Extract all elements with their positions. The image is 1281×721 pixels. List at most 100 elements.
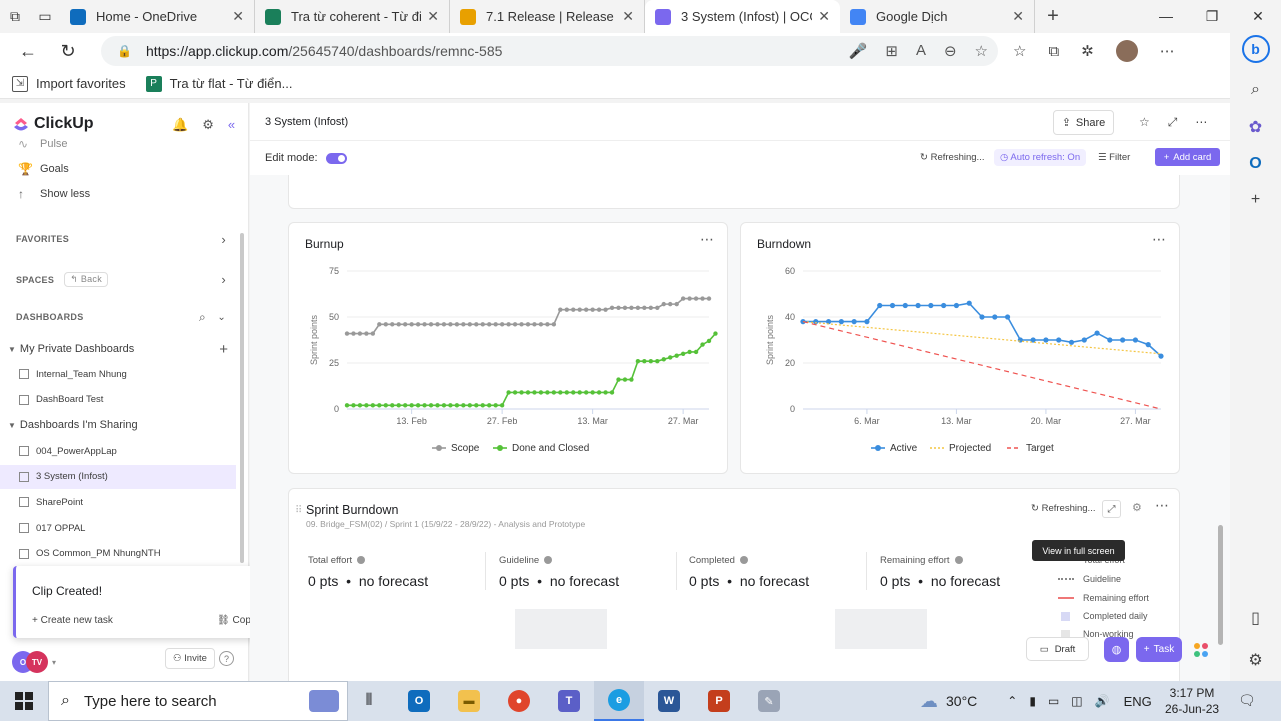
close-window-icon[interactable]: ✕: [1252, 7, 1264, 24]
card-menu-icon[interactable]: ⋯: [700, 231, 715, 247]
info-icon[interactable]: [544, 556, 553, 565]
new-task-button[interactable]: + Task: [1136, 637, 1182, 662]
apps-grid-icon[interactable]: [1190, 639, 1212, 661]
zoom-icon[interactable]: ⊖: [943, 43, 957, 60]
volume-icon[interactable]: 🔊: [1094, 694, 1110, 708]
favorites-icon[interactable]: ☆: [1013, 43, 1027, 60]
favorite-import[interactable]: ⇲ Import favorites: [12, 75, 126, 92]
copied-status[interactable]: ⛓ Copied!: [217, 615, 267, 626]
sidebar-dashboard-item[interactable]: 004_PowerAppLap: [0, 439, 236, 463]
refreshing-status[interactable]: ↻ Refreshing...: [920, 152, 985, 163]
sidebar-dashboard-item[interactable]: 3 System (Infost): [0, 464, 236, 489]
tab-close-icon[interactable]: ✕: [427, 8, 439, 24]
notifications-icon[interactable]: 🗨: [1238, 692, 1256, 708]
bing-icon[interactable]: b: [1241, 35, 1270, 63]
word-icon[interactable]: W: [644, 681, 694, 721]
sidebar-scrollbar[interactable]: [240, 233, 244, 563]
chevron-down-icon[interactable]: ▾: [52, 657, 57, 667]
lock-icon[interactable]: 🔒: [117, 44, 132, 58]
auto-refresh-button[interactable]: ◷ Auto refresh: On: [994, 149, 1087, 166]
edge-icon[interactable]: e: [594, 681, 644, 721]
chat-icon[interactable]: ◍: [1104, 637, 1129, 662]
legend-item[interactable]: Non-working: [1058, 629, 1134, 639]
weather-temp[interactable]: 30°C: [946, 693, 978, 709]
calendar-widget-icon[interactable]: [309, 690, 339, 712]
browser-tab[interactable]: 7.1 Release | Release Not ✕: [450, 0, 645, 33]
workspaces-icon[interactable]: ⧉: [10, 8, 20, 24]
chevron-right-icon[interactable]: ›: [221, 272, 226, 287]
browser-tab[interactable]: Home - OneDrive ✕: [60, 0, 255, 33]
split-screen-icon[interactable]: ▯: [1251, 610, 1260, 627]
bell-icon[interactable]: 🔔: [172, 117, 189, 132]
back-button[interactable]: ↰ Back: [64, 272, 109, 287]
filter-button[interactable]: ☰ Filter: [1098, 152, 1131, 163]
draft-button[interactable]: ▭ Draft: [1026, 637, 1089, 661]
minimize-icon[interactable]: —: [1159, 8, 1173, 24]
section-dashboards[interactable]: DASHBOARDS ⌕ ⌄: [16, 310, 226, 324]
powerpoint-icon[interactable]: P: [694, 681, 744, 721]
fullscreen-icon[interactable]: ⤢: [1167, 115, 1178, 129]
group-shared-dashboards[interactable]: ▼ Dashboards I'm Sharing: [8, 419, 236, 431]
sidebar-item-pulse[interactable]: ∿ Pulse: [18, 137, 68, 151]
legend-item[interactable]: Completed daily: [1058, 611, 1148, 621]
tab-close-icon[interactable]: ✕: [622, 8, 634, 24]
more-icon[interactable]: ⋯: [1195, 115, 1208, 129]
tab-close-icon[interactable]: ✕: [818, 8, 830, 24]
reload-icon[interactable]: ↻: [60, 40, 76, 61]
group-private-dashboards[interactable]: ▼ My Private Dashboards +: [8, 340, 236, 358]
collapse-sidebar-icon[interactable]: «: [227, 117, 236, 132]
settings-icon[interactable]: ⚙: [1248, 652, 1263, 669]
outlook-app-icon[interactable]: O: [394, 681, 444, 721]
tab-close-icon[interactable]: ✕: [232, 8, 244, 24]
extensions-icon[interactable]: ✲: [1081, 43, 1094, 60]
share-button[interactable]: ⇪ Share: [1053, 110, 1114, 135]
teams-icon[interactable]: T: [544, 681, 594, 721]
browser-tab[interactable]: 3 System (Infost) | OCG ✕: [645, 0, 840, 33]
windows-start-icon[interactable]: [0, 681, 48, 721]
sidebar-dashboard-item[interactable]: SharePoint: [0, 490, 236, 514]
copilot-icon[interactable]: ✿: [1248, 119, 1263, 136]
create-task-link[interactable]: + Create new task: [32, 615, 113, 626]
apps-icon[interactable]: ⊞: [885, 43, 898, 60]
file-explorer-icon[interactable]: ▬: [444, 681, 494, 721]
page-scrollbar[interactable]: [1218, 525, 1223, 645]
collections-icon[interactable]: ⧉: [1048, 42, 1060, 60]
star-icon[interactable]: ☆: [974, 43, 988, 60]
card-menu-icon[interactable]: ⋯: [1155, 497, 1169, 513]
add-dashboard-button[interactable]: +: [219, 340, 228, 358]
clickup-logo[interactable]: ClickUp: [12, 115, 94, 133]
sidebar-item-show-less[interactable]: ↑ Show less: [18, 187, 90, 201]
chevron-right-icon[interactable]: ›: [221, 231, 226, 247]
breadcrumb[interactable]: 09. Bridge_FSM(02) / Sprint 1 (15/9/22 -…: [306, 519, 586, 529]
sidebar-dashboard-item[interactable]: OS Common_PM NhungNTH: [0, 542, 236, 566]
expand-icon[interactable]: ⤢: [1102, 500, 1121, 518]
avatar[interactable]: TV: [26, 651, 48, 673]
help-icon[interactable]: ?: [219, 651, 234, 666]
chevron-down-icon[interactable]: ⌄: [217, 311, 226, 323]
browser-tab[interactable]: Tra từ coherent - Từ điển ✕: [255, 0, 450, 33]
sidebar-dashboard-item[interactable]: DashBoard Test: [0, 388, 236, 412]
sidebar-item-goals[interactable]: 🏆 Goals: [18, 162, 69, 176]
add-icon[interactable]: +: [1250, 191, 1261, 208]
battery-icon[interactable]: ▭: [1047, 694, 1060, 708]
gear-icon[interactable]: ⚙: [202, 117, 214, 132]
url-input[interactable]: 🔒 https://app.clickup.com/25645740/dashb…: [101, 36, 998, 66]
tab-close-icon[interactable]: ✕: [1012, 8, 1024, 24]
language-indicator[interactable]: ENG: [1123, 693, 1152, 709]
weather-icon[interactable]: ☁: [920, 690, 938, 711]
task-view-icon[interactable]: ⫴: [365, 692, 373, 709]
sidebar-dashboard-item[interactable]: Internal_Team Nhung: [0, 362, 236, 386]
section-favorites[interactable]: FAVORITES ›: [16, 231, 226, 247]
read-aloud-icon[interactable]: A: [915, 42, 926, 59]
search-icon[interactable]: ⌕: [1251, 81, 1260, 98]
drag-handle-icon[interactable]: ⠿: [295, 505, 303, 516]
more-icon[interactable]: ⋯: [1159, 43, 1175, 60]
microphone-icon[interactable]: 🎤: [848, 43, 868, 60]
favorite-tratu[interactable]: P Tra từ flat - Từ điển...: [145, 75, 292, 92]
card-menu-icon[interactable]: ⋯: [1152, 231, 1167, 247]
sidebar-dashboard-item[interactable]: 017 OPPAL: [0, 516, 236, 540]
info-icon[interactable]: [357, 556, 366, 565]
info-icon[interactable]: [739, 556, 748, 565]
refreshing-status[interactable]: ↻ Refreshing...: [1031, 503, 1096, 514]
usb-icon[interactable]: ▮: [1029, 694, 1036, 708]
